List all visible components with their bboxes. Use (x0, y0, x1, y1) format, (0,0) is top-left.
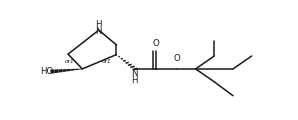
Text: N: N (131, 69, 138, 78)
Text: O: O (173, 54, 180, 63)
Text: HO: HO (41, 67, 54, 76)
Text: N: N (96, 27, 102, 36)
Text: H: H (131, 76, 138, 85)
Text: or1: or1 (102, 59, 111, 64)
Text: or1: or1 (64, 59, 74, 64)
Text: O: O (153, 39, 159, 48)
Text: H: H (96, 20, 102, 29)
